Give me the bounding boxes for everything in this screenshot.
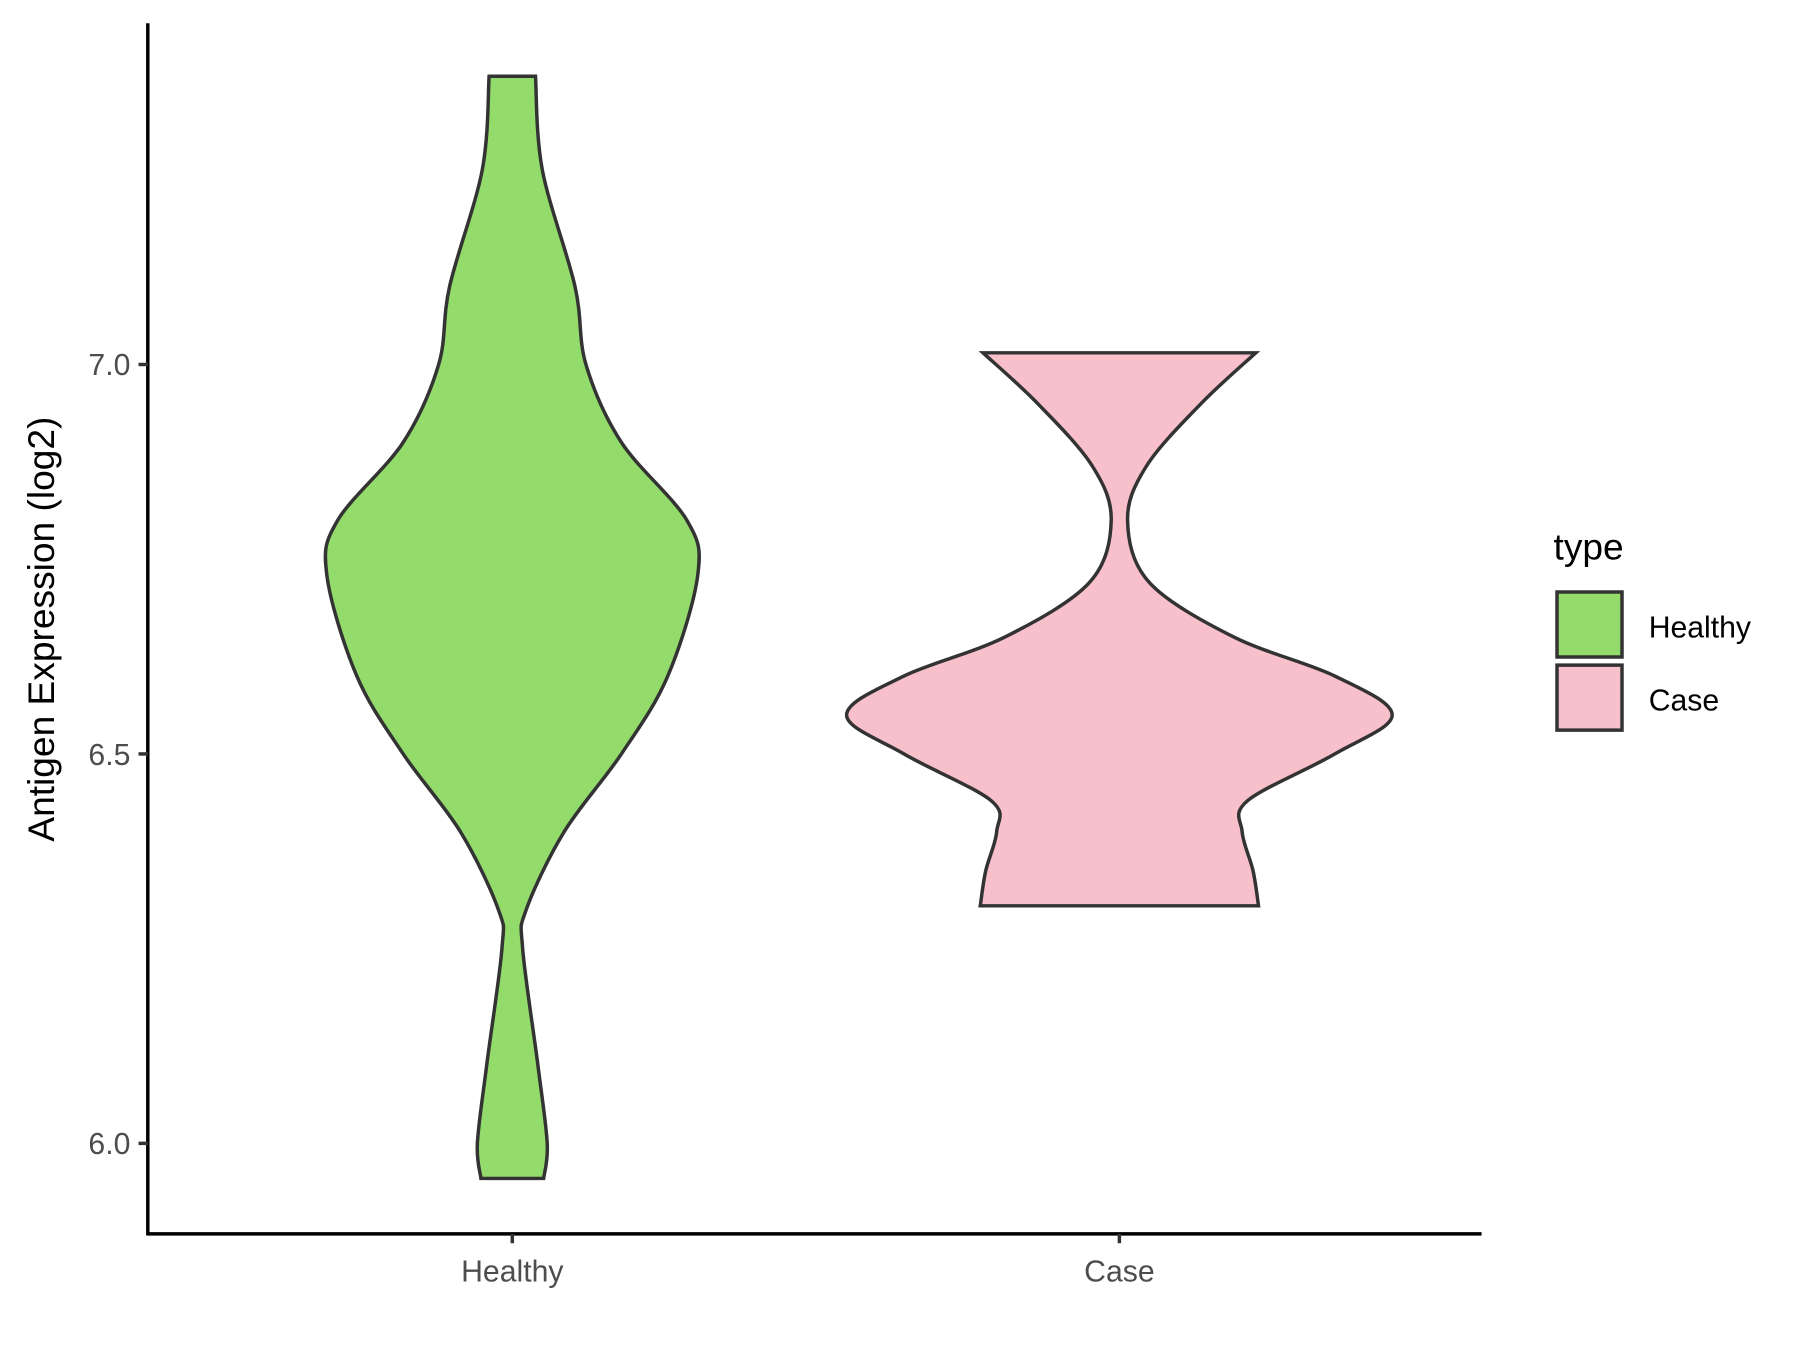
y-tick-label: 7.0 [88, 349, 130, 382]
y-tick-label: 6.5 [88, 739, 130, 772]
violin-healthy [323, 74, 701, 1181]
y-ticks: 6.0 6.5 7.0 [88, 349, 148, 1161]
legend-title: type [1554, 526, 1624, 568]
y-tick-label: 6.0 [88, 1128, 130, 1161]
violin-case [844, 351, 1394, 908]
legend-key-case [1555, 663, 1624, 732]
x-ticks: Healthy Case [461, 1233, 1155, 1289]
y-axis-label: Antigen Expression (log2) [20, 417, 62, 842]
legend-label: Healthy [1649, 611, 1752, 644]
violins [323, 74, 1394, 1181]
legend-key-healthy [1555, 590, 1624, 659]
x-tick-label: Healthy [461, 1256, 564, 1289]
legend: type Healthy Case [1554, 526, 1752, 732]
legend-label: Case [1649, 684, 1719, 717]
x-tick-label: Case [1084, 1256, 1154, 1289]
